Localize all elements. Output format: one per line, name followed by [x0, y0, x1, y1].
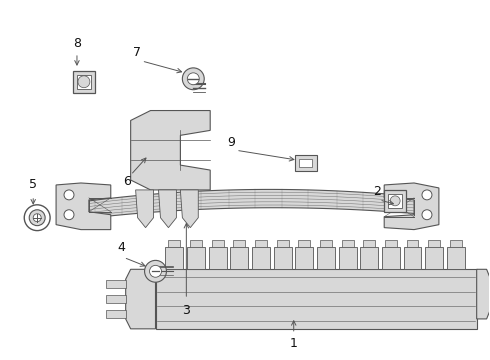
Bar — [233, 239, 245, 247]
Text: 5: 5 — [29, 179, 37, 192]
Bar — [385, 239, 397, 247]
Bar — [342, 239, 354, 247]
Bar — [317, 247, 335, 269]
Bar — [187, 247, 205, 269]
Bar — [450, 239, 462, 247]
Bar — [212, 239, 223, 247]
Bar — [320, 239, 332, 247]
Polygon shape — [131, 111, 210, 190]
Text: 3: 3 — [182, 305, 190, 318]
Polygon shape — [180, 190, 198, 228]
Text: 8: 8 — [73, 37, 81, 50]
Circle shape — [78, 76, 90, 88]
Polygon shape — [61, 189, 429, 222]
Bar — [294, 155, 317, 171]
Bar — [73, 71, 95, 93]
Circle shape — [149, 265, 162, 277]
Bar — [384, 190, 406, 212]
Bar — [166, 247, 183, 269]
Circle shape — [187, 73, 199, 85]
Text: 1: 1 — [290, 337, 297, 350]
Polygon shape — [125, 269, 155, 329]
Bar — [106, 310, 125, 318]
Circle shape — [182, 68, 204, 90]
Bar — [339, 247, 357, 269]
Bar — [298, 239, 310, 247]
Bar — [363, 239, 375, 247]
Bar — [155, 269, 477, 329]
Circle shape — [64, 190, 74, 200]
Text: 7: 7 — [133, 46, 141, 59]
Bar — [106, 280, 125, 288]
Bar — [404, 247, 421, 269]
Bar — [252, 247, 270, 269]
Bar — [209, 247, 227, 269]
Circle shape — [422, 210, 432, 220]
Bar — [407, 239, 418, 247]
Bar — [190, 239, 202, 247]
Circle shape — [29, 210, 45, 226]
Bar — [388, 194, 402, 208]
Polygon shape — [136, 190, 153, 228]
Bar — [77, 75, 91, 89]
Bar — [274, 247, 292, 269]
Bar — [299, 159, 312, 167]
Circle shape — [24, 205, 50, 231]
Bar — [447, 247, 465, 269]
Bar — [428, 239, 440, 247]
Bar — [169, 239, 180, 247]
Bar — [425, 247, 443, 269]
Bar — [255, 239, 267, 247]
Circle shape — [145, 260, 167, 282]
Text: 9: 9 — [227, 136, 235, 149]
Circle shape — [390, 196, 400, 206]
Bar — [382, 247, 400, 269]
Circle shape — [33, 214, 41, 222]
Polygon shape — [477, 269, 490, 319]
Text: 4: 4 — [118, 241, 125, 254]
Text: 6: 6 — [122, 175, 131, 189]
Polygon shape — [158, 190, 176, 228]
Bar — [277, 239, 289, 247]
Bar — [106, 295, 125, 303]
Bar — [230, 247, 248, 269]
Text: 2: 2 — [373, 185, 381, 198]
Circle shape — [64, 210, 74, 220]
Polygon shape — [56, 183, 111, 230]
Circle shape — [422, 190, 432, 200]
Bar — [295, 247, 313, 269]
Polygon shape — [384, 183, 439, 230]
Bar — [360, 247, 378, 269]
